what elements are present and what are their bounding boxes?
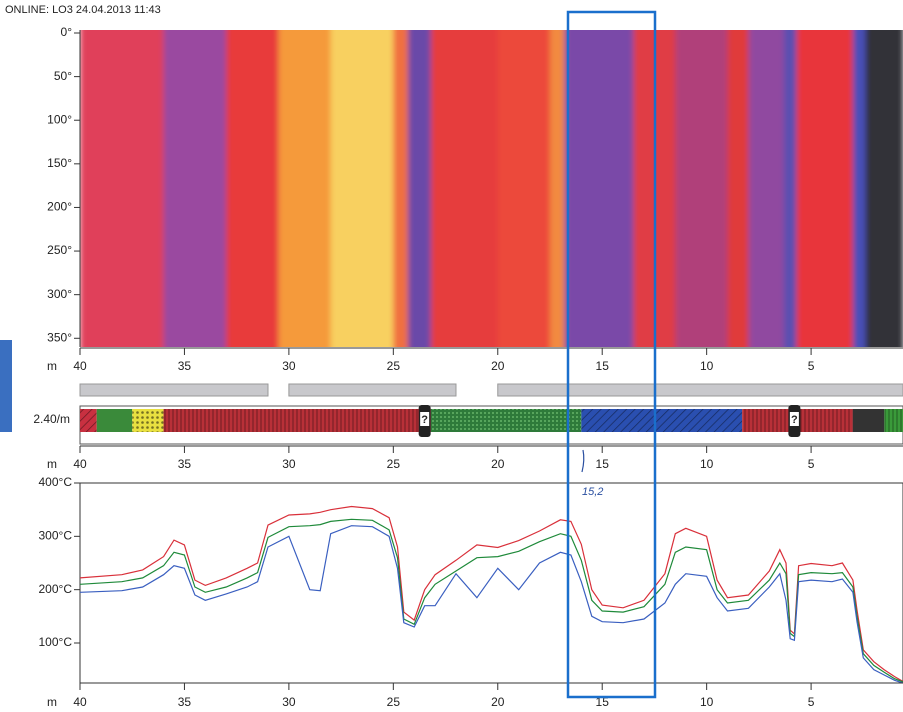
temperature-line	[79, 505, 903, 682]
heat-band	[497, 30, 551, 347]
heat-band	[407, 30, 432, 347]
x-tick-label: 15	[596, 359, 610, 373]
heat-band	[852, 30, 866, 347]
y-tick-label: 100°C	[39, 635, 73, 649]
heat-band	[163, 30, 227, 347]
y-tick-label: 50°	[54, 69, 72, 83]
handwritten-note: 15,2	[582, 486, 603, 498]
x-tick-label: 15	[596, 695, 610, 709]
x-tick-label: 30	[282, 359, 296, 373]
marker-label: ?	[791, 414, 798, 426]
strip-pattern	[80, 409, 97, 432]
heat-band	[675, 30, 729, 347]
x-tick-label: 25	[387, 457, 401, 471]
heatmap-bands	[80, 30, 903, 347]
heat-band	[549, 30, 566, 347]
plot-frame	[79, 482, 903, 684]
y-tick-label: 200°	[47, 200, 72, 214]
strip-pattern	[163, 409, 431, 432]
strip-segment	[852, 409, 885, 432]
x-tick-label: 35	[178, 359, 192, 373]
x-tick-label: 5	[808, 457, 815, 471]
x-tick-label: 30	[282, 695, 296, 709]
x-tick-label: 25	[387, 695, 401, 709]
x-axis-label: m	[47, 695, 57, 709]
handwritten-arrow	[581, 449, 585, 473]
coverage-bar	[288, 383, 457, 397]
marker-face	[789, 412, 799, 426]
y-tick-label: 350°	[47, 330, 72, 344]
y-tick-label: 150°	[47, 156, 72, 170]
strip-pattern	[132, 409, 164, 432]
x-tick-label: 20	[491, 695, 505, 709]
y-tick-label: 100°	[47, 112, 72, 126]
y-tick-label: 0°	[61, 25, 73, 39]
y-tick-label: 300°C	[39, 529, 73, 543]
strip-segment	[96, 409, 133, 432]
x-tick-label: 20	[491, 359, 505, 373]
x-tick-label: 10	[700, 695, 714, 709]
x-axis-label: m	[47, 359, 57, 373]
strip-pattern	[884, 409, 903, 432]
marker-label: ?	[421, 414, 428, 426]
highlight-box	[566, 10, 657, 699]
heatmap	[80, 30, 903, 347]
x-tick-label: 5	[808, 359, 815, 373]
x-tick-label: 25	[387, 359, 401, 373]
y-tick-label: 400°C	[39, 475, 73, 489]
y-tick-label: 300°	[47, 287, 72, 301]
x-tick-label: 40	[73, 695, 87, 709]
heat-band	[80, 30, 165, 347]
y-tick-label: 200°C	[39, 582, 73, 596]
heat-band	[727, 30, 749, 347]
y-tick-label: 250°	[47, 243, 72, 257]
temperature-line	[79, 518, 903, 683]
side-tab	[0, 340, 12, 432]
x-tick-label: 30	[282, 457, 296, 471]
heat-band	[430, 30, 499, 347]
temperature-line	[79, 525, 903, 684]
x-tick-label: 10	[700, 457, 714, 471]
x-tick-label: 10	[700, 359, 714, 373]
x-axis-label: m	[47, 457, 57, 471]
marker-face	[420, 412, 430, 426]
heat-band	[393, 30, 409, 347]
strip-pattern	[581, 409, 743, 432]
heat-band	[564, 30, 635, 347]
header-title: ONLINE: LO3 24.04.2013 11:43	[5, 4, 161, 16]
x-tick-label: 15	[596, 457, 610, 471]
heat-band	[278, 30, 332, 347]
coverage-bar	[79, 383, 269, 397]
heat-band	[226, 30, 279, 347]
heat-band	[796, 30, 854, 347]
x-tick-label: 35	[178, 695, 192, 709]
heat-band	[865, 30, 903, 347]
coverage-bar	[497, 383, 903, 397]
x-tick-label: 5	[808, 695, 815, 709]
strip-label: 2.40/m	[33, 412, 70, 426]
x-tick-label: 40	[73, 457, 87, 471]
heat-band	[783, 30, 797, 347]
x-tick-label: 40	[73, 359, 87, 373]
heat-band	[330, 30, 394, 347]
x-tick-label: 20	[491, 457, 505, 471]
strip-pattern	[430, 409, 582, 432]
x-tick-label: 35	[178, 457, 192, 471]
charts: 0° 50° 100° 150° 200° 250° 300° 350° 40 35 30 25 20 1…	[33, 25, 903, 709]
heat-band	[748, 30, 785, 347]
